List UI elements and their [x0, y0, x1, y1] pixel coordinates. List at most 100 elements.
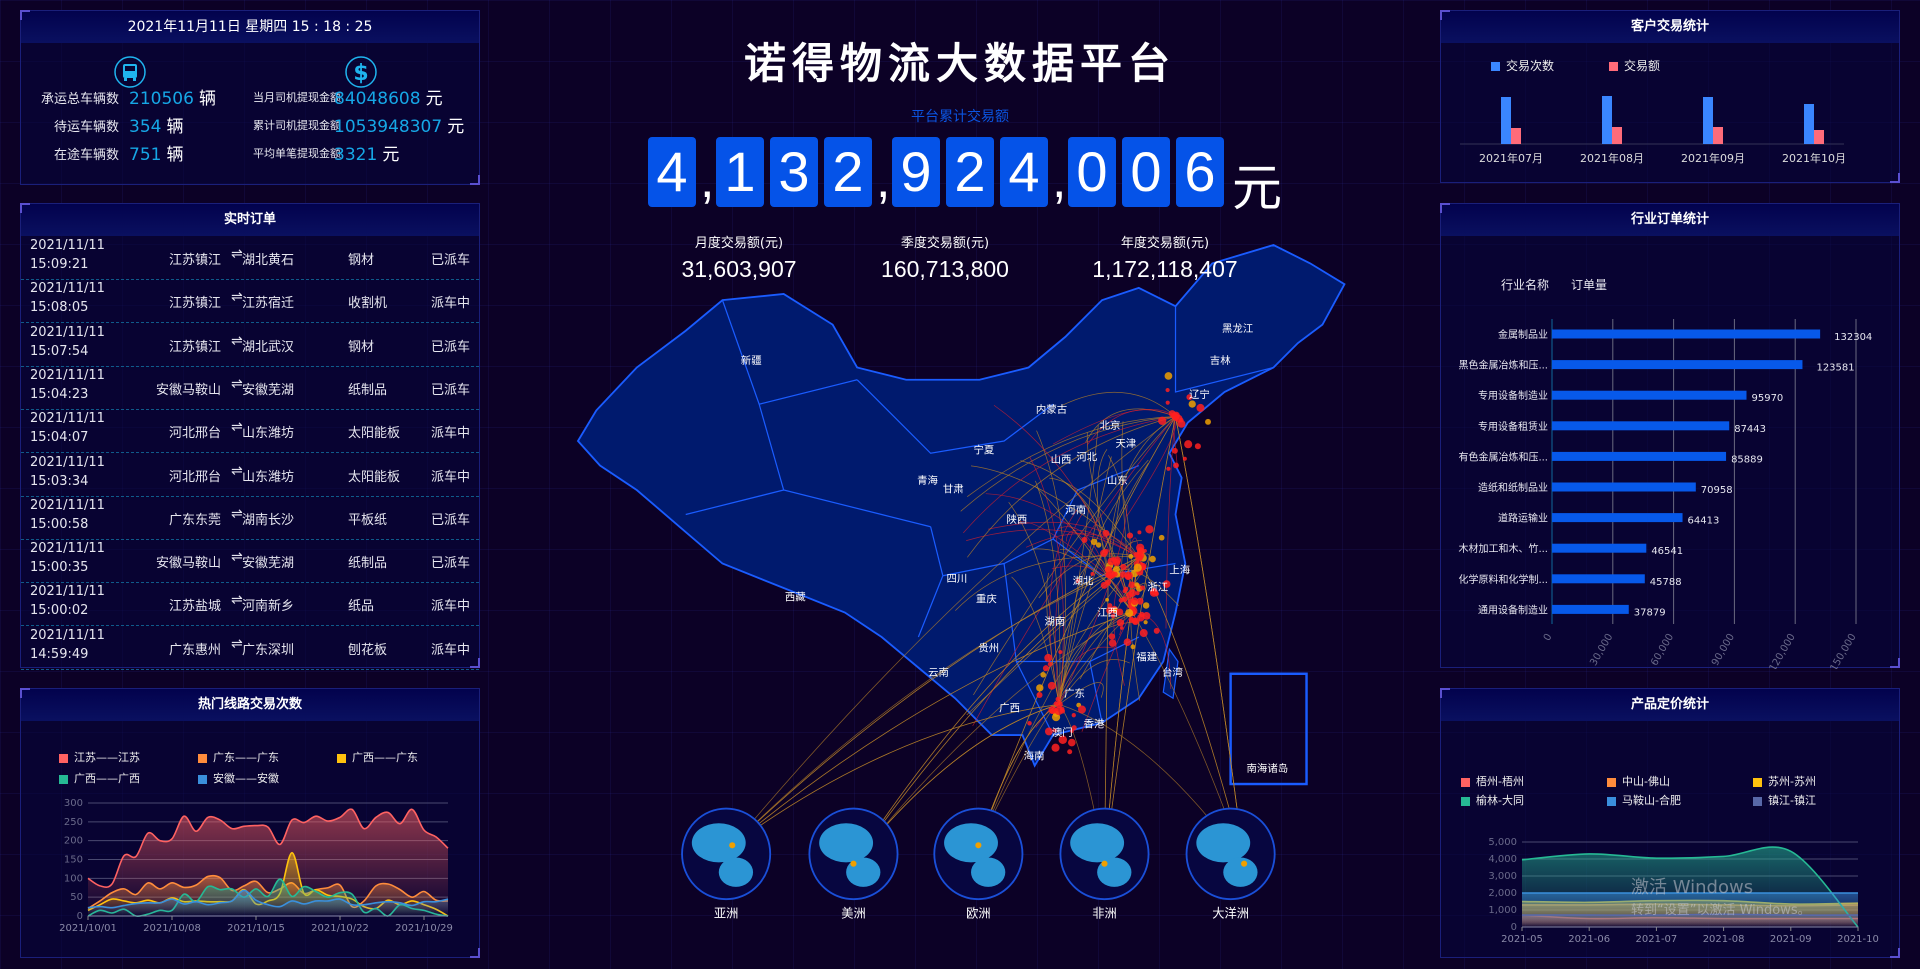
route-line — [1058, 659, 1130, 705]
landmass — [971, 857, 1006, 887]
bar[interactable] — [1713, 127, 1723, 144]
international-route-line — [853, 557, 1139, 864]
bar[interactable] — [1552, 421, 1730, 431]
legend-swatch — [1491, 62, 1500, 71]
bar[interactable] — [1552, 329, 1821, 339]
order-row[interactable]: 2021/11/11 15:03:34 河北邢台 ⇌ 山东潍坊 太阳能板 派车中 — [21, 453, 479, 497]
bar-value-label: 85889 — [1731, 454, 1763, 465]
legend-item[interactable]: 镇江-镇江 — [1753, 792, 1816, 808]
international-route-line — [1175, 416, 1245, 864]
legend-item[interactable]: 广西——广东 — [337, 749, 418, 765]
order-status: 已派车 — [430, 512, 470, 528]
province-label: 宁夏 — [973, 443, 994, 456]
international-route-line — [978, 416, 1176, 846]
international-route-line — [731, 416, 1176, 846]
legend-item[interactable]: 广西——广西 — [59, 770, 140, 786]
city-dot — [1106, 606, 1114, 615]
city-dot — [1049, 708, 1055, 714]
bar[interactable] — [1703, 97, 1713, 144]
route-arrow-icon: ⇌ — [231, 375, 243, 392]
industry-header-count: 订单量 — [1571, 278, 1608, 292]
total-digit: 0 — [1122, 137, 1170, 207]
legend-item[interactable]: 安徽——安徽 — [198, 770, 279, 786]
legend-item[interactable]: 中山-佛山 — [1607, 773, 1670, 789]
routes-chart: 0 50 100 150 200 250 300 2021/10/01 2021/10/08 20… — [59, 798, 453, 934]
order-row[interactable]: 2021/11/11 15:00:35 安徽马鞍山 ⇌ 安徽芜湖 纸制品 已派车 — [21, 539, 479, 584]
order-row[interactable]: 2021/11/11 15:04:23 安徽马鞍山 ⇌ 安徽芜湖 纸制品 已派车 — [21, 366, 479, 410]
international-route-line — [853, 575, 1109, 864]
vehicle-stat-label: 待运车辆数 — [53, 120, 119, 135]
bar[interactable] — [1612, 127, 1622, 144]
city-dot — [1182, 456, 1187, 461]
order-to: 湖北黄石 — [242, 253, 295, 268]
bar[interactable] — [1552, 574, 1645, 584]
order-from: 江苏镇江 — [168, 339, 221, 355]
legend-item[interactable]: 交易额 — [1609, 57, 1660, 74]
legend-swatch — [1461, 777, 1470, 787]
route-line — [1035, 480, 1061, 705]
order-row[interactable]: 2021/11/11 15:08:05 江苏镇江 ⇌ 江苏宿迁 收割机 派车中 — [21, 279, 479, 324]
order-row[interactable]: 2021/11/11 15:00:58 广东东莞 ⇌ 湖南长沙 平板纸 已派车 — [21, 496, 479, 540]
pricing-panel: 产品定价统计 梧州-梧州 中山-佛山 苏州-苏州 榆林-大同 马鞍山-合肥 镇江-镇江 0… — [1440, 688, 1900, 958]
bar[interactable] — [1602, 96, 1612, 144]
legend-item[interactable]: 江苏——江苏 — [59, 749, 140, 765]
order-to: 山东潍坊 — [242, 426, 295, 442]
continent-label: 大洋洲 — [1212, 906, 1249, 921]
order-row[interactable]: 2021/11/11 15:07:54 江苏镇江 ⇌ 湖北武汉 钢材 已派车 — [21, 323, 479, 367]
bar[interactable] — [1501, 97, 1511, 144]
windows-watermark-line2: 转到“设置”以激活 Windows。 — [1631, 903, 1811, 918]
legend-item[interactable]: 马鞍山-合肥 — [1607, 792, 1681, 808]
landmass — [819, 823, 874, 863]
legend-item[interactable]: 梧州-梧州 — [1461, 773, 1524, 789]
order-cargo: 太阳能板 — [348, 469, 401, 485]
industry-panel: 行业订单统计 行业名称 订单量 0 30,000 60,000 90,000 120,0… — [1440, 203, 1900, 669]
city-dot — [1053, 701, 1059, 707]
bar[interactable] — [1552, 360, 1803, 370]
bar[interactable] — [1511, 128, 1521, 144]
bar[interactable] — [1552, 451, 1727, 461]
orders-panel: 实时订单 2021/11/11 15:09:21 江苏镇江 ⇌ 湖北黄石 钢材 … — [20, 203, 480, 670]
bar[interactable] — [1552, 390, 1747, 400]
bar[interactable] — [1552, 482, 1696, 492]
order-row[interactable]: 2021/11/11 14:59:49 广东惠州 ⇌ 广东深圳 刨花板 派车中 — [21, 626, 479, 670]
legend-item[interactable]: 交易次数 — [1491, 57, 1554, 74]
legend-item[interactable]: 广东——广东 — [198, 749, 279, 765]
city-dot — [1071, 725, 1077, 731]
route-line — [1113, 557, 1139, 686]
stat-label: 年度交易额(元) — [1120, 236, 1210, 251]
legend-item[interactable]: 榆林-大同 — [1461, 792, 1524, 808]
bar[interactable] — [1552, 543, 1647, 553]
province-label: 台湾 — [1162, 666, 1183, 679]
bar[interactable] — [1552, 604, 1629, 614]
bar[interactable] — [1804, 104, 1814, 144]
order-row[interactable]: 2021/11/11 15:09:21 江苏镇江 ⇌ 湖北黄石 钢材 已派车 — [21, 236, 479, 280]
city-dot — [1186, 394, 1193, 401]
bar[interactable] — [1552, 513, 1683, 523]
city-dot — [1145, 525, 1154, 534]
order-cargo: 纸品 — [348, 599, 375, 615]
legend-label: 苏州-苏州 — [1768, 775, 1816, 788]
order-row[interactable]: 2021/11/11 15:04:07 河北邢台 ⇌ 山东潍坊 太阳能板 派车中 — [21, 409, 479, 454]
landmass — [1223, 857, 1258, 887]
total-label: 平台累计交易额 — [911, 109, 1009, 125]
order-to: 山东潍坊 — [242, 469, 295, 485]
customers-chart: 2021年07月 2021年08月 2021年09月 2021年10月 — [1460, 96, 1846, 165]
legend-item[interactable]: 苏州-苏州 — [1753, 773, 1816, 789]
order-row[interactable]: 2021/11/11 15:00:02 江苏盐城 ⇌ 河南新乡 纸品 派车中 — [21, 582, 479, 627]
x-tick-label: 2021/10/08 — [143, 923, 201, 934]
withdrawal-stat-value: 3321 — [334, 145, 378, 165]
total-digit: 2 — [946, 137, 994, 207]
city-dot — [1042, 665, 1050, 672]
route-line — [1086, 409, 1176, 446]
x-tick-label: 2021/10/01 — [59, 923, 117, 934]
routes-panel: 热门线路交易次数 江苏——江苏 广东——广东 广西——广东 广西——广西 安徽——安徽 … — [20, 688, 480, 958]
withdrawal-stat: 84048608 元 — [334, 84, 443, 109]
series-line — [1521, 913, 1859, 916]
x-tick-label: 2021-07 — [1636, 934, 1678, 945]
series-line — [87, 874, 449, 910]
legend-label: 梧州-梧州 — [1476, 775, 1524, 788]
city-dot — [1108, 639, 1117, 647]
route-arrow-icon: ⇌ — [231, 592, 243, 609]
bar[interactable] — [1814, 130, 1824, 144]
